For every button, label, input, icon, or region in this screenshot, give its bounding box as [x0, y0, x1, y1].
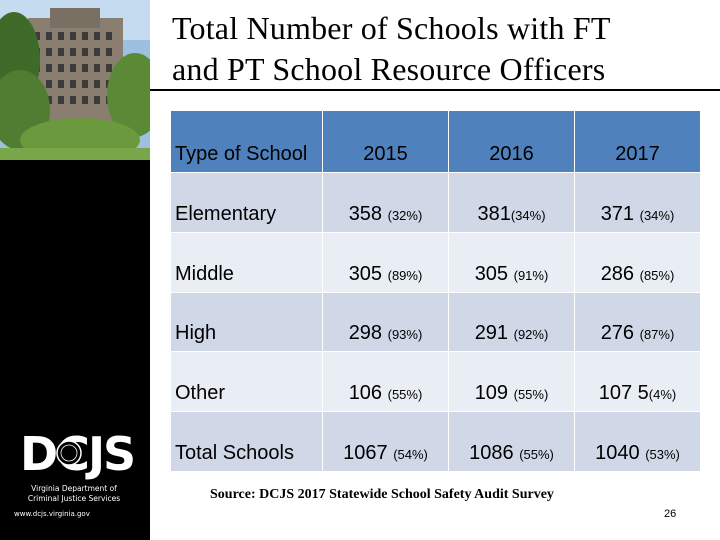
building-photo: [0, 0, 150, 160]
header-2017: 2017: [574, 110, 701, 173]
title-line-2: and PT School Resource Officers: [172, 51, 606, 87]
cell-2017: 1040 (53%): [574, 411, 701, 472]
sro-table: Type of School 2015 2016 2017 Elementary…: [170, 110, 701, 472]
table-row: Elementary 358 (32%) 381(34%) 371 (34%): [170, 171, 701, 233]
agency-name: Virginia Department of Criminal Justice …: [14, 484, 134, 504]
header-2016: 2016: [448, 110, 575, 173]
cell-2015: 298 (93%): [322, 291, 449, 353]
cell-2016: 1086 (55%): [448, 411, 575, 472]
page-title: Total Number of Schools with FT and PT S…: [172, 8, 712, 90]
table-row: Middle 305 (89%) 305 (91%) 286 (85%): [170, 231, 701, 293]
cell-2017: 286 (85%): [574, 231, 701, 293]
cell-2017: 371 (34%): [574, 171, 701, 233]
table-row: Other 106 (55%) 109 (55%) 107 5(4%): [170, 351, 701, 413]
cell-2015: 1067 (54%): [322, 411, 449, 472]
table-row: Total Schools 1067 (54%) 1086 (55%) 1040…: [170, 411, 701, 472]
title-line-1: Total Number of Schools with FT: [172, 10, 611, 46]
header-type-of-school: Type of School: [170, 110, 323, 173]
row-label: High: [170, 291, 323, 353]
header-2015: 2015: [322, 110, 449, 173]
table-row: High 298 (93%) 291 (92%) 276 (87%): [170, 291, 701, 353]
row-label: Other: [170, 351, 323, 413]
cell-2015: 305 (89%): [322, 231, 449, 293]
agency-line-2: Criminal Justice Services: [27, 494, 121, 503]
cell-2016: 381(34%): [448, 171, 575, 233]
source-note: Source: DCJS 2017 Statewide School Safet…: [210, 487, 554, 502]
cell-2016: 291 (92%): [448, 291, 575, 353]
dcjs-logo: DCJS: [20, 427, 136, 481]
row-label: Middle: [170, 231, 323, 293]
row-label: Elementary: [170, 171, 323, 233]
sidebar: DCJS Virginia Department of Criminal Jus…: [0, 0, 150, 540]
row-label: Total Schools: [170, 411, 323, 472]
cell-2016: 109 (55%): [448, 351, 575, 413]
seal-icon: [56, 440, 82, 466]
page-number: 26: [664, 508, 677, 520]
table-header-row: Type of School 2015 2016 2017: [170, 110, 701, 173]
agency-line-1: Virginia Department of: [31, 484, 117, 493]
website-link[interactable]: www.dcjs.virginia.gov: [14, 510, 90, 518]
cell-2015: 106 (55%): [322, 351, 449, 413]
cell-2015: 358 (32%): [322, 171, 449, 233]
title-divider: [150, 89, 720, 91]
cell-2017: 276 (87%): [574, 291, 701, 353]
cell-2016: 305 (91%): [448, 231, 575, 293]
cell-2017: 107 5(4%): [574, 351, 701, 413]
